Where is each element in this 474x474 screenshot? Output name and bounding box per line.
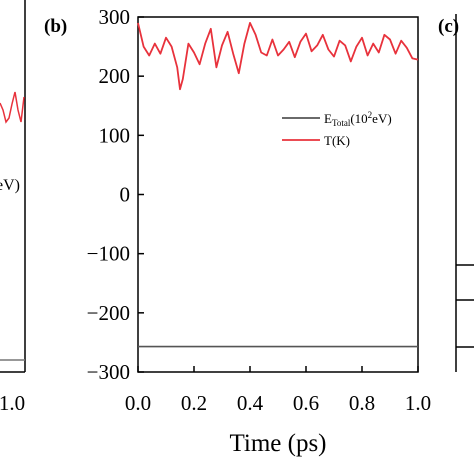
y-tick-label: −300: [87, 360, 130, 384]
x-tick-label: 0.6: [293, 391, 319, 415]
x-tick-label: 0.0: [125, 391, 151, 415]
y-tick-label: 200: [99, 64, 131, 88]
x-tick-label: 1.0: [405, 391, 431, 415]
series-line-temperature: [137, 21, 419, 91]
x-tick-label: 0.2: [181, 391, 207, 415]
y-tick-label: 300: [99, 5, 131, 29]
legend-entry: ETotal(102eV): [324, 110, 392, 128]
legend-entry: T(K): [324, 133, 350, 148]
left-panel-x-tick: 1.0: [0, 391, 25, 415]
left-panel-red-curve: [0, 91, 25, 124]
y-tick-label: 100: [99, 123, 131, 147]
y-tick-label: 0: [120, 183, 131, 207]
plot-frame: [137, 16, 419, 373]
x-tick-label: 0.4: [237, 391, 264, 415]
x-tick-label: 0.8: [349, 391, 375, 415]
y-tick-label: −100: [87, 242, 130, 266]
x-axis-label: Time (ps): [229, 430, 326, 457]
panel-label-c: (c): [438, 16, 459, 37]
y-tick-label: −200: [87, 301, 130, 325]
series-group: [137, 21, 419, 348]
left-panel-legend-fragment: eV): [0, 177, 20, 194]
panel-label-b: (b): [44, 16, 67, 37]
right-panel-fragment: (c): [438, 14, 474, 372]
legend: ETotal(102eV) T(K): [282, 110, 392, 148]
x-axis: 0.0 0.2 0.4 0.6 0.8 1.0: [125, 366, 431, 415]
left-panel-fragment: eV) 1.0: [0, 0, 26, 415]
y-axis: 300 200 100 0 −100 −200 −300: [87, 5, 144, 384]
